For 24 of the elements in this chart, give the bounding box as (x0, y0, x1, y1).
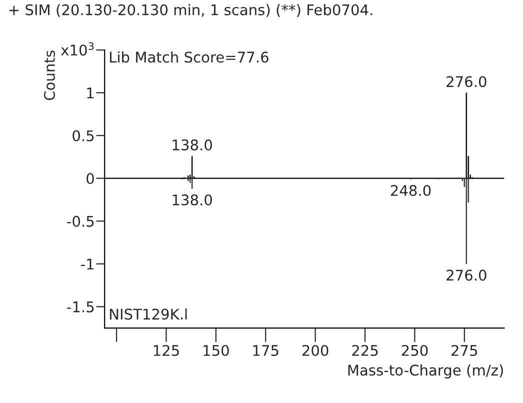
y-tick-label: x10$^{3}$ (61, 42, 94, 56)
annotation: NIST129K.l (110, 308, 187, 320)
y-tick-label: -1.5 (67, 302, 94, 312)
chart-title: + SIM (20.130-20.130 min, 1 scans) (**) Feb0704. (9, 4, 372, 18)
x-tick-label: 125 (154, 344, 179, 356)
annotation: Lib Match Score=77.6 (110, 51, 268, 63)
annotation: 248.0 (390, 184, 431, 196)
y-tick-label: 0.5 (72, 130, 94, 142)
x-axis-title: Mass-to-Charge (m/z) (348, 364, 503, 378)
y-tick-label: -0.5 (67, 216, 94, 227)
x-tick-label: 150 (204, 344, 229, 356)
x-tick-label: 175 (253, 345, 278, 356)
annotation: 138.0 (172, 194, 212, 206)
y-tick-label: -1 (81, 258, 94, 270)
x-tick-label: 275 (452, 344, 478, 356)
annotation: 276.0 (446, 270, 486, 281)
y-tick-label: 0 (86, 173, 94, 184)
x-tick-label: 225 (352, 344, 378, 356)
y-tick-label: 1 (87, 88, 94, 98)
x-tick-label: 200 (302, 344, 328, 356)
x-tick-label: 250 (402, 344, 428, 356)
y-axis-title: Counts (44, 50, 56, 100)
annotation: 276.0 (446, 76, 486, 88)
annotation: 138.0 (172, 139, 212, 150)
